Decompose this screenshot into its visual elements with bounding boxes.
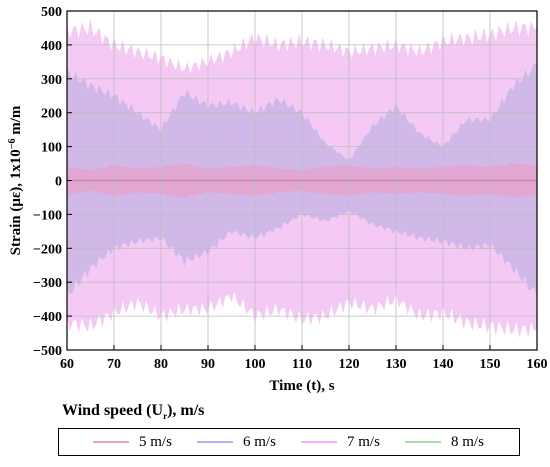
y-tick-label: 500 [41, 5, 62, 20]
legend-swatch-6ms [197, 441, 233, 443]
y-axis-title-main: Strain (με), 1x10 [8, 149, 24, 255]
x-tick-label: 60 [60, 357, 74, 372]
legend-title: Wind speed (Ur), m/s [62, 402, 204, 421]
legend-item-5ms: 5 m/s [93, 429, 172, 455]
y-tick-label: 200 [41, 107, 62, 122]
y-axis-title-unit: m/m [8, 105, 24, 138]
legend-item-8ms: 8 m/s [405, 429, 484, 455]
legend-label-8ms: 8 m/s [451, 433, 484, 450]
y-tick-label: −500 [33, 344, 62, 359]
x-axis-title: Time (t), s [269, 378, 334, 394]
x-tick-label: 70 [107, 357, 121, 372]
y-tick-label: 0 [55, 175, 62, 190]
legend-title-main: Wind speed (U [62, 402, 164, 419]
y-axis-title-exponent: −6 [7, 139, 18, 150]
legend: 5 m/s 6 m/s 7 m/s 8 m/s [58, 428, 520, 456]
strain-time-chart: 60 70 80 90 100 110 120 130 140 150 160 −500 −400 −30… [7, 5, 548, 394]
legend-swatch-8ms [405, 441, 441, 443]
x-tick-label: 90 [201, 357, 215, 372]
y-tick-label: −300 [33, 276, 62, 291]
legend-item-6ms: 6 m/s [197, 429, 276, 455]
legend-title-sub: r [163, 411, 168, 422]
y-tick-label: −400 [33, 310, 62, 325]
x-tick-label: 80 [154, 357, 168, 372]
y-tick-label: −100 [33, 208, 62, 223]
x-tick-label: 110 [292, 357, 312, 372]
x-tick-label: 160 [527, 357, 548, 372]
x-tick-label: 140 [433, 357, 454, 372]
legend-label-7ms: 7 m/s [347, 433, 380, 450]
x-tick-label: 100 [245, 357, 266, 372]
x-tick-label: 120 [339, 357, 360, 372]
axis-ticks: 60 70 80 90 100 110 120 130 140 150 160 −500 −400 −30… [33, 5, 547, 372]
legend-label-5ms: 5 m/s [139, 433, 172, 450]
legend-item-7ms: 7 m/s [301, 429, 380, 455]
y-tick-label: 100 [41, 141, 62, 156]
x-tick-label: 150 [480, 357, 501, 372]
legend-swatch-7ms [301, 441, 337, 443]
legend-label-6ms: 6 m/s [243, 433, 276, 450]
legend-title-rest: ), m/s [167, 402, 205, 419]
y-tick-label: 400 [41, 39, 62, 54]
y-axis-title: Strain (με), 1x10−6 m/m [7, 105, 25, 255]
legend-swatch-5ms [93, 441, 129, 443]
y-tick-label: −200 [33, 242, 62, 257]
y-tick-label: 300 [41, 73, 62, 88]
x-tick-label: 130 [386, 357, 407, 372]
